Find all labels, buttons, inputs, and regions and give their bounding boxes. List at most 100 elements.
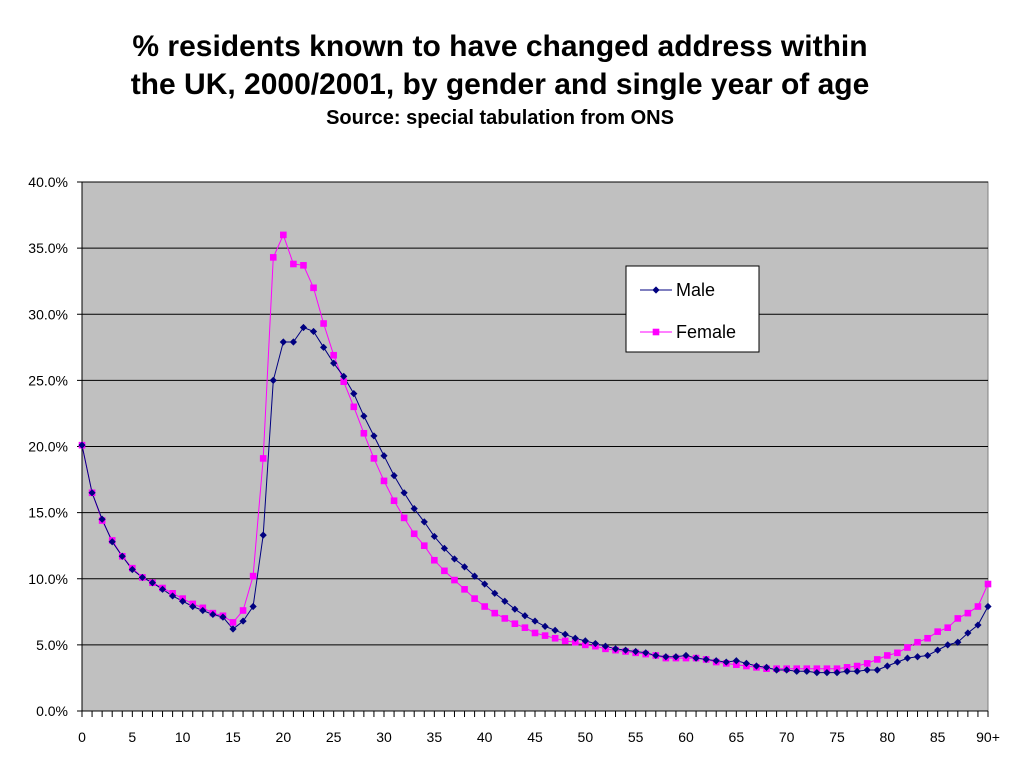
data-point-male (420, 518, 428, 526)
chart-title-line-1: % residents known to have changed addres… (132, 30, 868, 63)
data-point-male (209, 610, 217, 619)
data-point-female (974, 603, 982, 610)
y-tick-label: 20.0% (28, 439, 68, 455)
x-tick-label: 90+ (976, 729, 1000, 745)
data-point-male (611, 645, 620, 653)
data-point-male (712, 657, 720, 665)
data-point-female (330, 351, 337, 359)
data-point-male (833, 669, 841, 677)
data-point-male (128, 565, 136, 574)
data-point-male (521, 612, 529, 620)
data-point-female (813, 665, 821, 672)
data-point-male (632, 647, 640, 656)
data-point-male (883, 662, 891, 670)
data-point-male (501, 597, 509, 605)
data-point-male (219, 613, 227, 621)
data-point-female (984, 580, 992, 588)
data-point-male (601, 642, 610, 650)
x-tick-label: 30 (376, 729, 392, 745)
data-point-male (702, 655, 710, 664)
x-tick-label: 35 (427, 729, 443, 745)
data-point-female (370, 455, 378, 462)
data-point-male (390, 471, 398, 480)
data-point-male (531, 617, 539, 625)
data-point-male (88, 489, 96, 497)
data-point-female (481, 603, 488, 610)
data-point-male (471, 572, 479, 580)
chart-title-line-2: the UK, 2000/2001, by gender and single … (130, 68, 870, 101)
data-point-male (118, 552, 126, 560)
x-tick-label: 60 (678, 729, 694, 745)
data-point-male (380, 452, 388, 460)
chart-subtitle: Source: special tabulation from ONS (326, 107, 674, 129)
data-point-male (752, 662, 761, 670)
data-point-female (944, 624, 952, 631)
data-point-male (974, 621, 982, 629)
data-point-male (511, 605, 519, 613)
data-point-female (863, 660, 871, 667)
data-point-male (400, 489, 408, 497)
data-point-female (229, 619, 237, 626)
data-point-male (591, 639, 599, 648)
data-point-male (783, 666, 791, 674)
data-point-male (440, 544, 448, 552)
data-point-male (169, 592, 177, 600)
data-point-male (249, 602, 257, 611)
data-point-female (360, 429, 368, 437)
data-point-male (571, 634, 579, 642)
data-point-female (531, 629, 539, 637)
legend-label-female: Female (676, 322, 736, 342)
data-point-male (773, 666, 781, 674)
legend-box (625, 265, 760, 353)
data-point-male (692, 654, 700, 662)
y-tick-label: 25.0% (28, 372, 68, 388)
data-point-female (431, 556, 438, 564)
data-point-male (259, 531, 267, 539)
data-point-female (451, 576, 458, 584)
data-point-female (280, 231, 287, 239)
data-point-female (894, 649, 901, 657)
data-point-female (340, 378, 348, 385)
data-point-female (954, 615, 962, 622)
data-point-female (582, 641, 589, 649)
data-point-female (843, 664, 851, 671)
x-tick-label: 80 (880, 729, 896, 745)
data-point-male (642, 649, 650, 657)
chart-title-block: % residents known to have changed addres… (0, 28, 1000, 130)
data-point-male (913, 653, 922, 661)
data-point-male (742, 659, 750, 667)
data-point-male (309, 327, 318, 336)
data-point-male (269, 376, 277, 384)
data-point-female (471, 595, 478, 602)
data-point-female (853, 662, 861, 670)
data-point-male (672, 653, 680, 661)
data-point-male (964, 629, 972, 637)
y-tick-label: 40.0% (28, 174, 68, 190)
data-point-female (461, 586, 468, 593)
data-point-female (521, 624, 529, 631)
data-point-male (843, 667, 851, 675)
data-point-male (279, 338, 287, 346)
legend-label-male: Male (676, 280, 715, 300)
data-point-female (249, 572, 257, 580)
data-point-male (320, 343, 328, 351)
data-point-female (239, 607, 247, 614)
data-point-female (420, 542, 428, 549)
x-tick-label: 5 (128, 729, 136, 745)
data-point-female (410, 530, 418, 538)
x-tick-label: 0 (78, 729, 86, 745)
data-point-female (561, 637, 569, 645)
y-tick-label: 15.0% (28, 505, 68, 521)
data-point-male (903, 654, 912, 662)
x-tick-label: 15 (225, 729, 241, 745)
x-tick-label: 75 (829, 729, 845, 745)
data-point-male (893, 658, 901, 666)
data-point-female (390, 497, 398, 505)
data-point-female (300, 262, 307, 269)
data-point-male (622, 646, 630, 654)
y-tick-label: 0.0% (36, 703, 68, 719)
data-point-female (350, 403, 358, 411)
data-point-female (541, 632, 549, 639)
data-point-female (904, 644, 911, 651)
